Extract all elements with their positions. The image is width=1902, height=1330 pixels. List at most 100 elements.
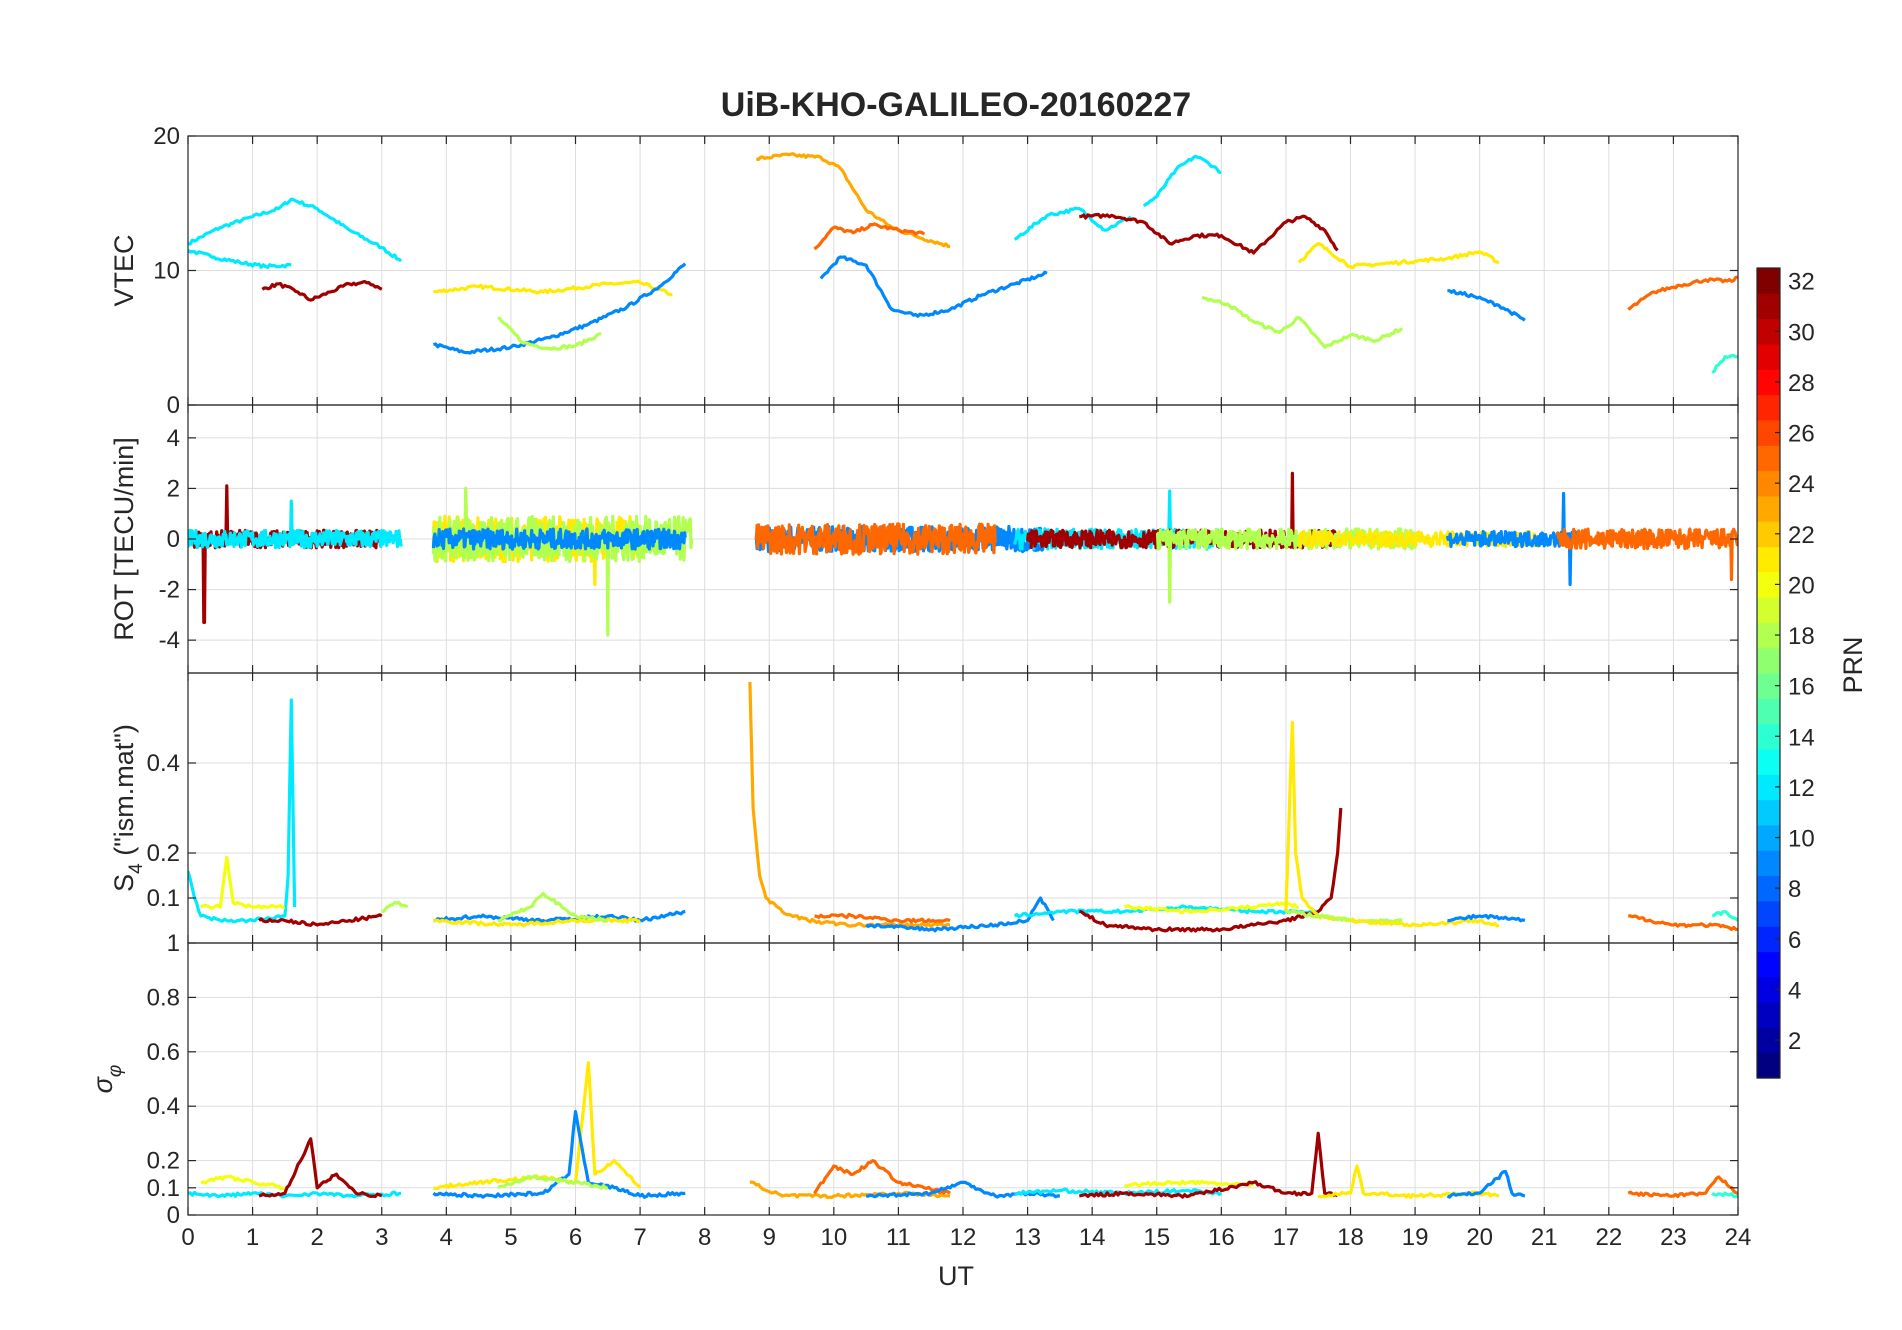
colorbar-band	[1757, 1052, 1780, 1079]
colorbar-tick-label: 6	[1788, 927, 1801, 954]
y-axis-label: S4 ("ism.mat")	[109, 724, 147, 892]
series-prn-21	[1317, 1164, 1500, 1199]
series-prn-31	[1079, 212, 1339, 255]
y-tick-label: 1	[167, 930, 180, 957]
x-tick-label: 1	[246, 1224, 259, 1251]
series-prn-18	[381, 900, 409, 914]
grid	[187, 673, 1739, 943]
series-prn-14	[1711, 909, 1738, 922]
colorbar-band	[1757, 394, 1780, 421]
series-prn-9	[431, 527, 687, 551]
y-tick-label: 0.2	[147, 1148, 180, 1175]
colorbar-band	[1757, 369, 1780, 396]
series-prn-12	[188, 499, 403, 550]
x-tick-label: 21	[1531, 1224, 1558, 1251]
x-ticks	[187, 673, 1739, 943]
series-prn-12	[1013, 206, 1132, 241]
series-prn-31	[1079, 807, 1343, 933]
series-prn-31	[258, 913, 383, 927]
colorbar-tick-label: 8	[1788, 876, 1801, 903]
y-ticks: 00.10.2 0.4 0.6 0.8 1	[147, 930, 1738, 1229]
x-tick-label: 17	[1273, 1224, 1300, 1251]
x-tick-label: 3	[375, 1224, 388, 1251]
series-prn-21	[1297, 242, 1500, 270]
y-tick-label: 20	[153, 123, 180, 150]
colorbar-tick-label: 30	[1788, 319, 1815, 346]
colorbar-band	[1757, 597, 1780, 623]
series-prn-25	[1555, 527, 1738, 582]
y-tick-label: 2	[167, 475, 180, 502]
y-tick-label: 0.4	[147, 1093, 180, 1120]
colorbar-tick-label: 26	[1788, 421, 1815, 448]
colorbar-band	[1757, 799, 1780, 826]
series-prn-9	[1447, 289, 1526, 322]
series-prn-20	[1123, 1179, 1255, 1188]
grid	[187, 135, 1739, 406]
colorbar-band	[1757, 926, 1780, 953]
colorbar-tick-label: 18	[1788, 623, 1815, 650]
series-prn-21	[1297, 529, 1546, 549]
x-ticks	[187, 136, 1739, 405]
colorbar-tick-label: 32	[1788, 269, 1815, 296]
colorbar-band	[1757, 850, 1780, 877]
x-tick-label: 4	[440, 1224, 453, 1251]
colorbar-band	[1757, 875, 1780, 902]
x-tick-label: 18	[1337, 1224, 1364, 1251]
colorbar-band	[1757, 419, 1780, 446]
y-ticks: 0 10 20	[153, 123, 1738, 419]
x-tick-label: 0	[181, 1224, 194, 1251]
x-tick-label: 5	[504, 1224, 517, 1251]
y-tick-label: -4	[159, 627, 180, 654]
colorbar-band	[1757, 1027, 1780, 1054]
colorbar-band	[1757, 622, 1780, 649]
series-prn-25	[1627, 275, 1738, 311]
colorbar-tick-label: 12	[1788, 775, 1815, 802]
series-group	[188, 152, 1738, 375]
series-prn-12	[188, 698, 297, 924]
series-prn-18	[431, 486, 694, 637]
series-prn-12	[188, 197, 403, 263]
y-axis-label: σφ	[88, 1065, 126, 1094]
x-tick-label: 15	[1143, 1224, 1170, 1251]
series-prn-9	[1446, 1169, 1526, 1199]
colorbar-band	[1757, 723, 1780, 750]
series-prn-9	[865, 896, 1055, 933]
colorbar-band	[1757, 748, 1780, 775]
series-prn-31	[258, 1137, 383, 1199]
x-tick-label: 6	[569, 1224, 582, 1251]
colorbar-band	[1757, 293, 1780, 320]
x-tick-label: 23	[1660, 1224, 1687, 1251]
y-tick-label: 0.1	[147, 885, 180, 912]
colorbar-tick-label: 20	[1788, 572, 1815, 599]
x-tick-label: 14	[1079, 1224, 1106, 1251]
panel-1: 0 10 20 VTEC	[109, 123, 1739, 419]
series-prn-31	[188, 484, 384, 624]
y-tick-label: 4	[167, 425, 180, 452]
colorbar-tick-label: 4	[1788, 977, 1801, 1004]
series-prn-9	[433, 262, 687, 355]
series-prn-21	[433, 279, 673, 297]
x-tick-label: 7	[633, 1224, 646, 1251]
x-tick-label: 22	[1595, 1224, 1622, 1251]
x-tick-label: 10	[820, 1224, 847, 1251]
series-prn-18	[497, 316, 602, 351]
x-tick-label: 11	[886, 1224, 911, 1251]
series-prn-31	[261, 279, 383, 302]
series-prn-9	[1447, 913, 1526, 923]
colorbar-box	[1756, 267, 1781, 1079]
series-prn-25	[813, 222, 926, 251]
series-group	[188, 471, 1738, 637]
series-prn-18	[1285, 909, 1403, 924]
y-tick-label: -2	[159, 577, 180, 604]
x-tick-label: 2	[310, 1224, 323, 1251]
series-prn-18	[1201, 295, 1404, 349]
series-prn-18	[497, 1174, 608, 1190]
series-prn-9	[433, 909, 686, 924]
colorbar-band	[1757, 900, 1780, 927]
y-tick-label: 10	[153, 258, 180, 285]
panel-2: -4 -2 0 2 4 ROT [TECU/min]	[109, 404, 1739, 674]
colorbar-tick-label: 16	[1788, 674, 1815, 701]
y-axis-label: VTEC	[109, 234, 139, 306]
x-tick-label: 20	[1466, 1224, 1493, 1251]
